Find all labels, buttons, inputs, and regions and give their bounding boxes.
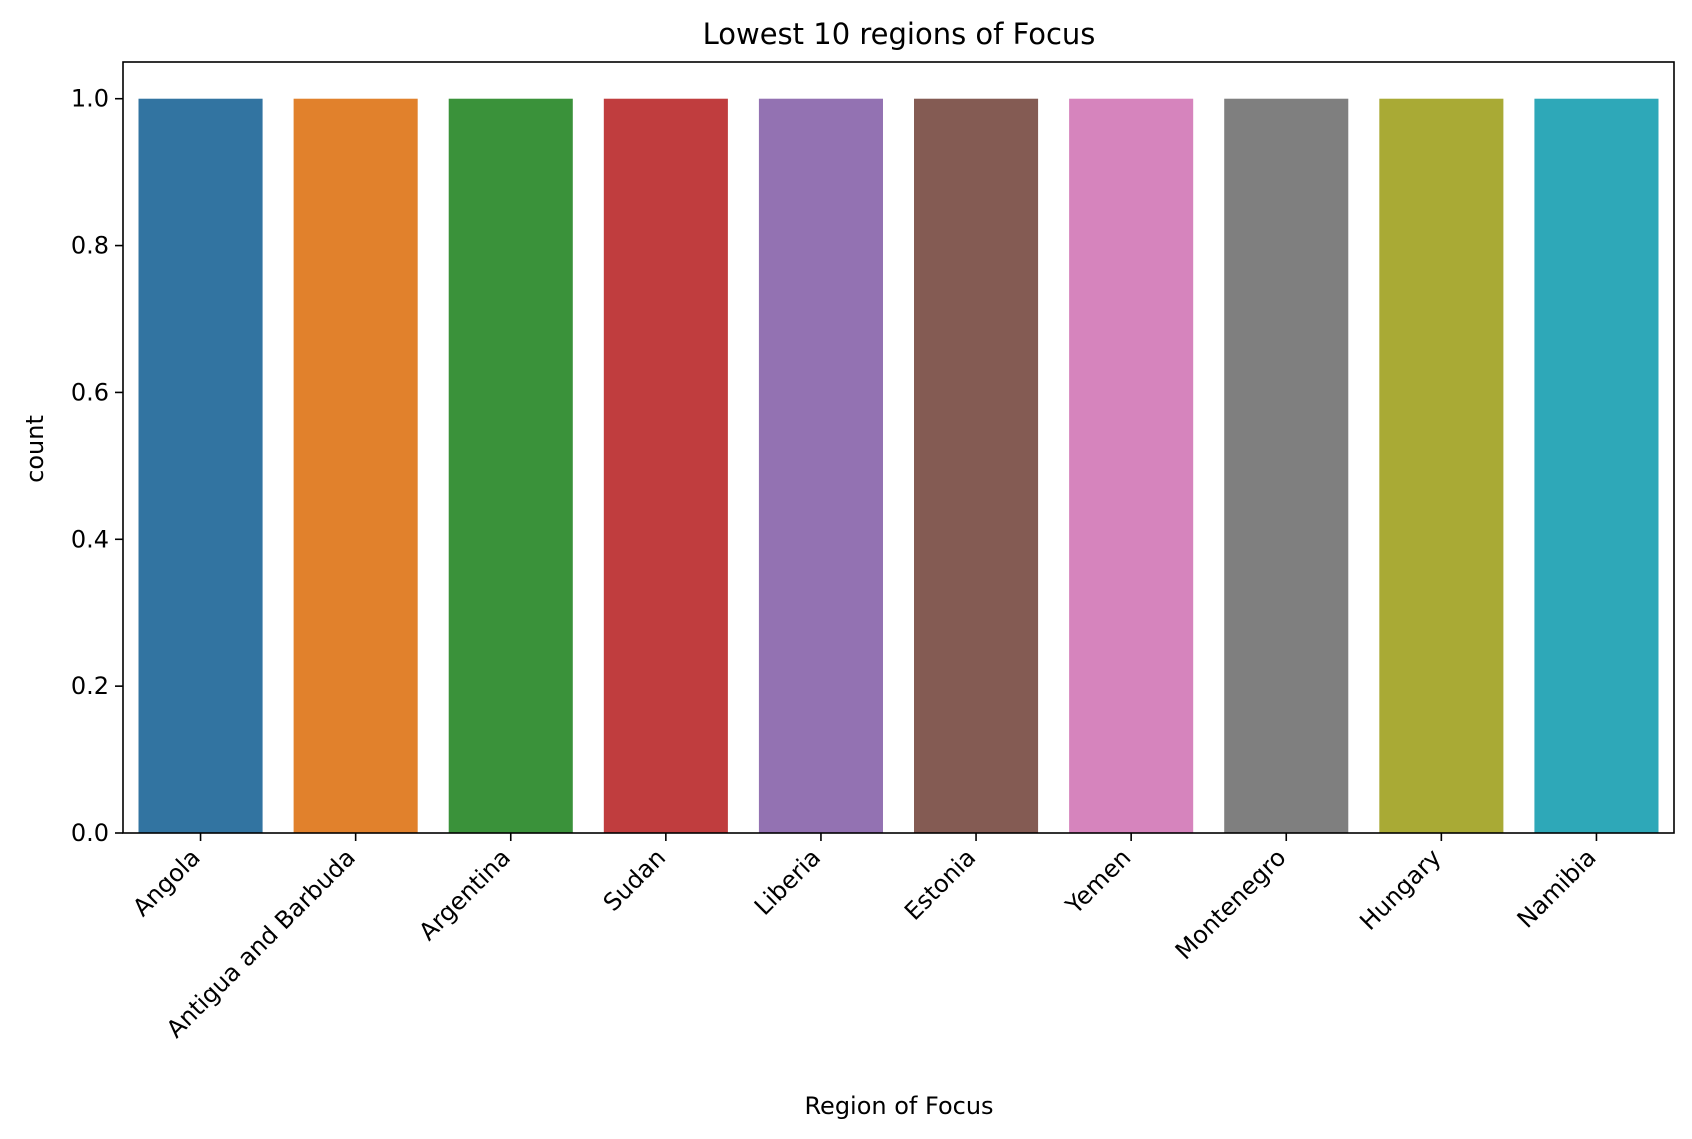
x-tick-label: Argentina <box>413 843 516 946</box>
bar-7 <box>1069 98 1194 833</box>
plot-area <box>138 98 1659 833</box>
bar-5 <box>758 98 883 833</box>
y-tick-label: 1.0 <box>71 85 109 113</box>
x-tick-label: Sudan <box>598 843 671 916</box>
x-tick-label: Hungary <box>1354 843 1446 935</box>
y-axis-label: count <box>21 415 49 483</box>
x-tick-label: Liberia <box>749 843 826 920</box>
x-tick-label: Estonia <box>899 843 981 925</box>
bar-2 <box>293 98 418 833</box>
x-tick-label: Montenegro <box>1170 843 1292 965</box>
y-tick-label: 0.2 <box>71 672 109 700</box>
x-tick-label: Angola <box>127 843 205 921</box>
y-tick-label: 0.4 <box>71 525 109 553</box>
bar-4 <box>603 98 728 833</box>
bar-9 <box>1379 98 1504 833</box>
y-tick-label: 0.6 <box>71 378 109 406</box>
y-tick-label: 0.0 <box>71 819 109 847</box>
bar-10 <box>1534 98 1659 833</box>
bar-6 <box>914 98 1039 833</box>
x-tick-label: Namibia <box>1512 843 1602 933</box>
plot-frame <box>122 61 1675 834</box>
x-axis-label: Region of Focus <box>804 1092 993 1120</box>
y-axis: 0.0 0.2 0.4 0.6 0.8 1.0 <box>71 85 123 847</box>
chart-title: Lowest 10 regions of Focus <box>703 17 1096 51</box>
bar-3 <box>448 98 573 833</box>
x-tick-label: Yemen <box>1060 843 1137 920</box>
bar-1 <box>138 98 263 833</box>
bar-8 <box>1224 98 1349 833</box>
y-tick-label: 0.8 <box>71 232 109 260</box>
